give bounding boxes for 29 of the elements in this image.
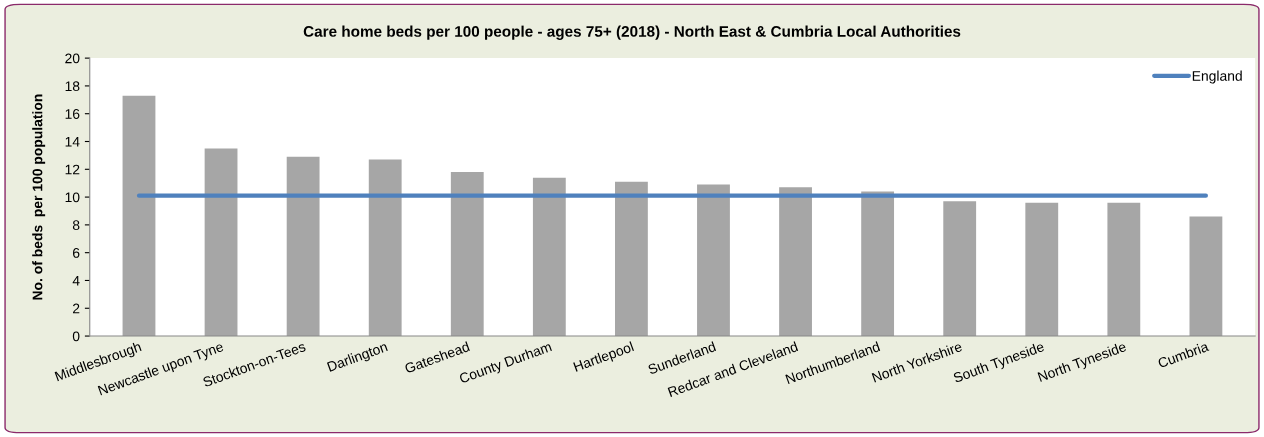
bar xyxy=(204,148,238,337)
y-tick-label: 18 xyxy=(65,81,80,92)
y-tick-label: 0 xyxy=(72,331,80,342)
bar xyxy=(697,184,730,337)
bar xyxy=(1189,216,1223,337)
y-tick-label: 12 xyxy=(65,164,80,175)
bar xyxy=(1107,202,1141,337)
bar xyxy=(861,191,895,337)
y-axis-title: No. of beds per 100 population xyxy=(32,94,46,300)
bar xyxy=(368,159,402,337)
y-tick-label: 6 xyxy=(73,248,80,258)
y-tick-label: 4 xyxy=(72,275,80,286)
bar xyxy=(943,201,977,337)
bar xyxy=(1025,202,1059,337)
bar xyxy=(450,172,484,337)
y-tick-label: 8 xyxy=(72,220,80,231)
bar xyxy=(779,187,812,337)
y-tick-label: 16 xyxy=(65,109,80,119)
chart-title: Care home beds per 100 people - ages 75+ (2018) - North East & Cumbria Local Authorities xyxy=(303,25,961,40)
y-tick-label: 2 xyxy=(73,303,80,314)
x-tick-label: Cumbria xyxy=(1157,340,1210,369)
legend-label: England xyxy=(1192,70,1242,84)
y-tick-label: 14 xyxy=(65,136,80,147)
bar xyxy=(615,181,648,337)
y-tick-label: 10 xyxy=(65,192,80,203)
bar xyxy=(286,156,320,337)
y-tick-label: 20 xyxy=(65,53,80,64)
bar xyxy=(532,177,566,337)
bar xyxy=(122,95,156,337)
